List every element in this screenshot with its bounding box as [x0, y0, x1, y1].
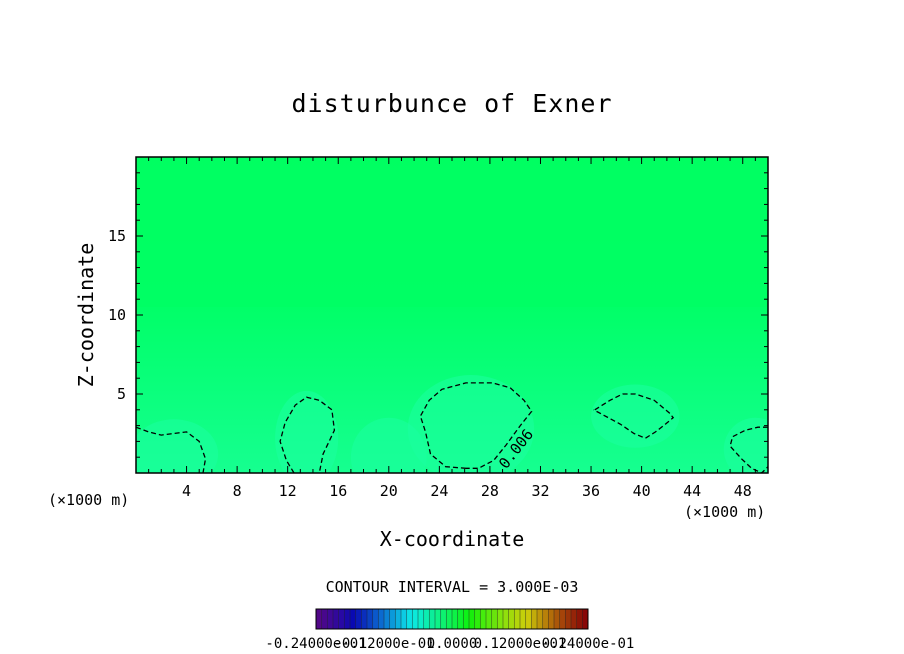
colorbar-swatch: [469, 609, 475, 629]
x-tick-label: 16: [329, 482, 347, 500]
x-tick-labels: 4 8 12 16 20 24 28 32 36 40 44 48: [182, 482, 752, 500]
y-axis-label: Z-coordinate: [74, 243, 98, 388]
field-blob: [275, 390, 339, 473]
colorbar-swatch: [350, 609, 356, 629]
colorbar-swatch: [554, 609, 560, 629]
colorbar-swatch: [316, 609, 322, 629]
x-tick-label: 48: [734, 482, 752, 500]
colorbar-swatch: [514, 609, 521, 629]
colorbar-swatch: [435, 609, 441, 629]
colorbar-swatch: [389, 609, 396, 629]
colorbar-swatch: [542, 609, 549, 629]
colorbar-swatch: [508, 609, 515, 629]
contour-interval-text: CONTOUR INTERVAL = 3.000E-03: [326, 578, 579, 596]
y-tick-label: 5: [117, 385, 126, 403]
colorbar-swatch: [525, 609, 532, 629]
colorbar-label: 0.12000e-01: [474, 636, 567, 652]
colorbar-swatch: [327, 609, 334, 629]
field-blob: [723, 417, 768, 473]
x-unit-left: (×1000 m): [48, 491, 129, 509]
colorbar-swatch: [474, 609, 481, 629]
field-blob: [407, 375, 535, 473]
colorbar-swatch: [429, 609, 436, 629]
colorbar-swatch: [582, 609, 589, 629]
x-unit-right: (×1000 m): [684, 503, 765, 521]
colorbar-swatch: [361, 609, 368, 629]
colorbar-swatch: [486, 609, 492, 629]
colorbar-swatch: [338, 609, 345, 629]
colorbar-swatch: [401, 609, 407, 629]
colorbar-labels: -0.24000e-01-0.12000e-010.00000.12000e-0…: [265, 636, 634, 652]
colorbar-swatch: [440, 609, 447, 629]
colorbar-swatch: [355, 609, 362, 629]
colorbar-frame: [315, 608, 589, 630]
contour-line: [419, 382, 533, 469]
colorbar: [315, 609, 589, 629]
colorbar-swatch: [576, 609, 583, 629]
colorbar-label: -0.24000e-01: [265, 636, 366, 652]
chart-title: disturbunce of Exner: [291, 89, 612, 118]
field-blob: [136, 419, 219, 473]
colorbar-swatch: [406, 609, 413, 629]
x-tick-label: 36: [582, 482, 600, 500]
colorbar-swatch: [423, 609, 430, 629]
x-tick-label: 32: [531, 482, 549, 500]
colorbar-swatch: [333, 609, 339, 629]
field-upper-band: [136, 157, 768, 307]
colorbar-swatch: [548, 609, 555, 629]
colorbar-label: -0.12000e-01: [333, 636, 434, 652]
colorbar-label: 0.0000: [427, 636, 478, 652]
colorbar-swatch: [446, 609, 453, 629]
colorbar-swatch: [463, 609, 470, 629]
x-tick-label: 28: [481, 482, 499, 500]
colorbar-swatch: [378, 609, 385, 629]
colorbar-swatch: [367, 609, 373, 629]
colorbar-swatch: [321, 609, 328, 629]
colorbar-swatch: [503, 609, 509, 629]
y-tick-label: 10: [108, 306, 126, 324]
x-tick-label: 8: [233, 482, 242, 500]
x-tick-label: 20: [380, 482, 398, 500]
colorbar-swatch: [531, 609, 538, 629]
colorbar-swatch: [457, 609, 464, 629]
colorbar-swatch: [480, 609, 487, 629]
colorbar-swatch: [344, 609, 351, 629]
colorbar-swatch: [372, 609, 379, 629]
colorbar-swatch: [537, 609, 543, 629]
x-tick-label: 44: [683, 482, 701, 500]
contour-line: [593, 393, 675, 439]
contour-lines: [136, 382, 768, 473]
colorbar-swatch: [384, 609, 390, 629]
colorbar-swatch: [395, 609, 402, 629]
colorbar-swatch: [452, 609, 458, 629]
colorbar-swatch: [418, 609, 424, 629]
colorbar-swatch: [571, 609, 577, 629]
colorbar-swatch: [559, 609, 566, 629]
colorbar-swatch: [565, 609, 572, 629]
colorbar-swatch: [491, 609, 498, 629]
colorbar-swatch: [497, 609, 504, 629]
x-tick-label: 24: [430, 482, 448, 500]
x-tick-label: 4: [182, 482, 191, 500]
axis-ticks: [136, 157, 768, 473]
colorbar-label: 0.24000e-01: [542, 636, 635, 652]
x-tick-label: 12: [279, 482, 297, 500]
contour-line: [279, 396, 336, 473]
y-tick-label: 15: [108, 227, 126, 245]
colorbar-swatch: [412, 609, 419, 629]
plot-area: [136, 157, 768, 473]
field-blob: [591, 384, 680, 448]
field-blob: [350, 417, 427, 473]
colorbar-swatch: [520, 609, 526, 629]
x-axis-label: X-coordinate: [380, 527, 525, 551]
field-shading: [136, 375, 768, 473]
contour-line: [136, 426, 207, 473]
y-tick-labels: 5 10 15: [108, 227, 126, 403]
x-tick-label: 40: [633, 482, 651, 500]
